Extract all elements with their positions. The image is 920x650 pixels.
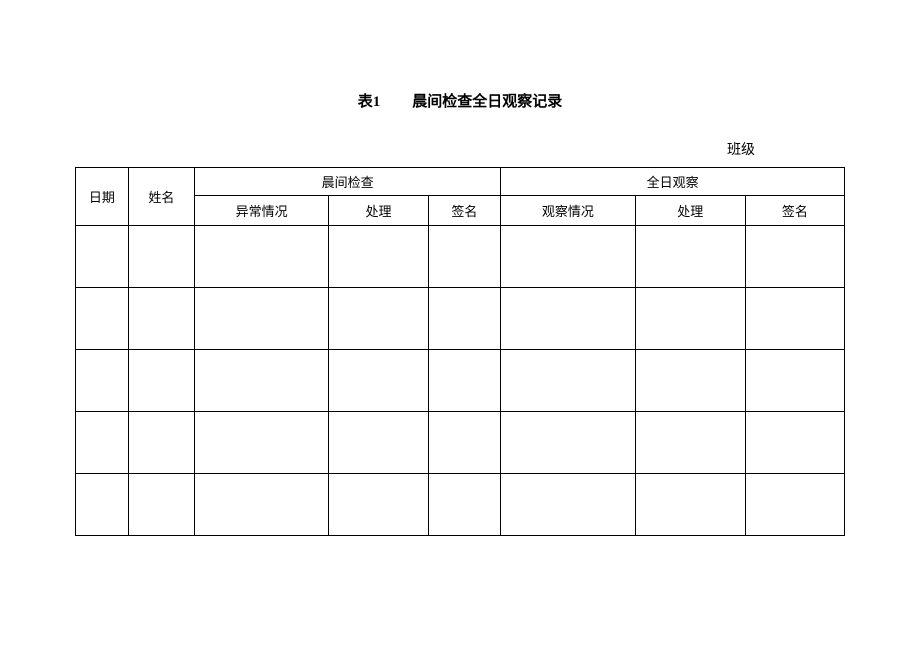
cell-abnormal (194, 226, 328, 288)
cell-handle-morning (329, 412, 428, 474)
cell-observe (501, 412, 635, 474)
cell-name (128, 474, 194, 536)
col-header-observe: 观察情况 (501, 196, 635, 226)
cell-sign-morning (428, 350, 501, 412)
cell-sign-allday (745, 474, 844, 536)
table-row (76, 412, 845, 474)
record-table: 日期 姓名 晨间检查 全日观察 异常情况 处理 签名 观察情况 处理 签名 (75, 167, 845, 536)
cell-name (128, 412, 194, 474)
cell-abnormal (194, 350, 328, 412)
cell-date (76, 288, 129, 350)
cell-handle-allday (635, 288, 745, 350)
cell-date (76, 474, 129, 536)
cell-handle-morning (329, 350, 428, 412)
cell-sign-morning (428, 226, 501, 288)
table-row (76, 474, 845, 536)
cell-observe (501, 226, 635, 288)
table-header-row-1: 日期 姓名 晨间检查 全日观察 (76, 168, 845, 196)
cell-name (128, 226, 194, 288)
cell-name (128, 350, 194, 412)
cell-observe (501, 288, 635, 350)
cell-handle-allday (635, 226, 745, 288)
col-header-abnormal: 异常情况 (194, 196, 328, 226)
table-number: 表1 (358, 94, 381, 110)
cell-date (76, 350, 129, 412)
col-header-name: 姓名 (128, 168, 194, 226)
table-row (76, 226, 845, 288)
cell-sign-allday (745, 350, 844, 412)
cell-observe (501, 350, 635, 412)
cell-abnormal (194, 288, 328, 350)
cell-sign-allday (745, 288, 844, 350)
cell-observe (501, 474, 635, 536)
title-text: 晨间检查全日观察记录 (412, 94, 562, 110)
col-header-handle-morning: 处理 (329, 196, 428, 226)
cell-sign-morning (428, 412, 501, 474)
cell-sign-morning (428, 474, 501, 536)
table-row (76, 288, 845, 350)
table-body (76, 226, 845, 536)
cell-handle-morning (329, 288, 428, 350)
cell-abnormal (194, 412, 328, 474)
cell-date (76, 226, 129, 288)
cell-sign-morning (428, 288, 501, 350)
col-header-handle-allday: 处理 (635, 196, 745, 226)
cell-name (128, 288, 194, 350)
class-label: 班级 (75, 139, 845, 159)
col-header-sign-allday: 签名 (745, 196, 844, 226)
cell-abnormal (194, 474, 328, 536)
col-header-date: 日期 (76, 168, 129, 226)
cell-handle-morning (329, 474, 428, 536)
col-group-morning: 晨间检查 (194, 168, 500, 196)
cell-sign-allday (745, 226, 844, 288)
cell-handle-allday (635, 474, 745, 536)
cell-date (76, 412, 129, 474)
page-title: 表1 晨间检查全日观察记录 (75, 90, 845, 111)
cell-handle-morning (329, 226, 428, 288)
cell-handle-allday (635, 350, 745, 412)
col-group-allday: 全日观察 (501, 168, 845, 196)
cell-sign-allday (745, 412, 844, 474)
cell-handle-allday (635, 412, 745, 474)
col-header-sign-morning: 签名 (428, 196, 501, 226)
table-row (76, 350, 845, 412)
